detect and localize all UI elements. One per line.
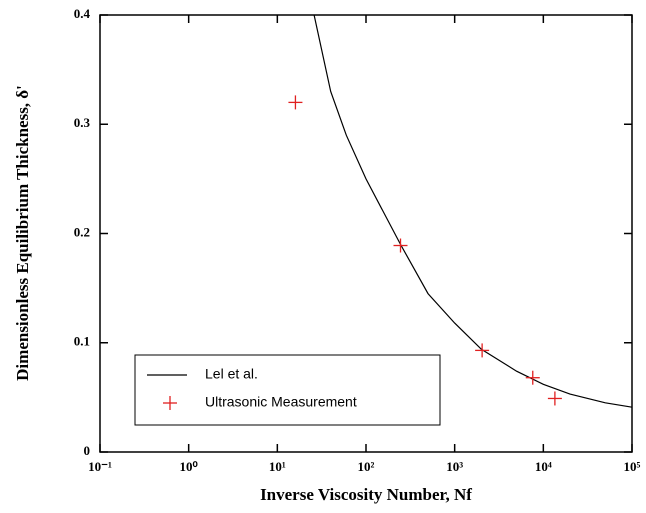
x-tick-label: 10⁵ [624,459,641,474]
y-tick-label: 0 [84,443,91,458]
legend-marker [163,396,177,410]
y-axis-label: Dimensionless Equilibrium Thickness, δ' [13,85,32,381]
y-tick-label: 0.4 [74,6,91,21]
y-tick-label: 0.3 [74,115,91,130]
legend-label: Lel et al. [205,366,258,382]
legend-label: Ultrasonic Measurement [205,394,357,410]
x-tick-label: 10⁴ [535,459,552,474]
y-tick-label: 0.2 [74,224,90,239]
y-tick-label: 0.1 [74,334,90,349]
data-point [475,343,490,358]
x-tick-label: 10¹ [269,459,286,474]
legend-box [134,354,441,426]
curve [313,14,633,408]
x-tick-label: 10⁰ [180,459,199,474]
x-tick-label: 10² [358,459,375,474]
data-point [288,95,303,110]
data-point [525,370,540,385]
x-axis-label: Inverse Viscosity Number, Nf [260,485,472,504]
data-point [393,238,408,253]
x-tick-label: 10³ [446,459,463,474]
x-tick-label: 10⁻¹ [88,459,112,474]
data-point [547,391,562,406]
